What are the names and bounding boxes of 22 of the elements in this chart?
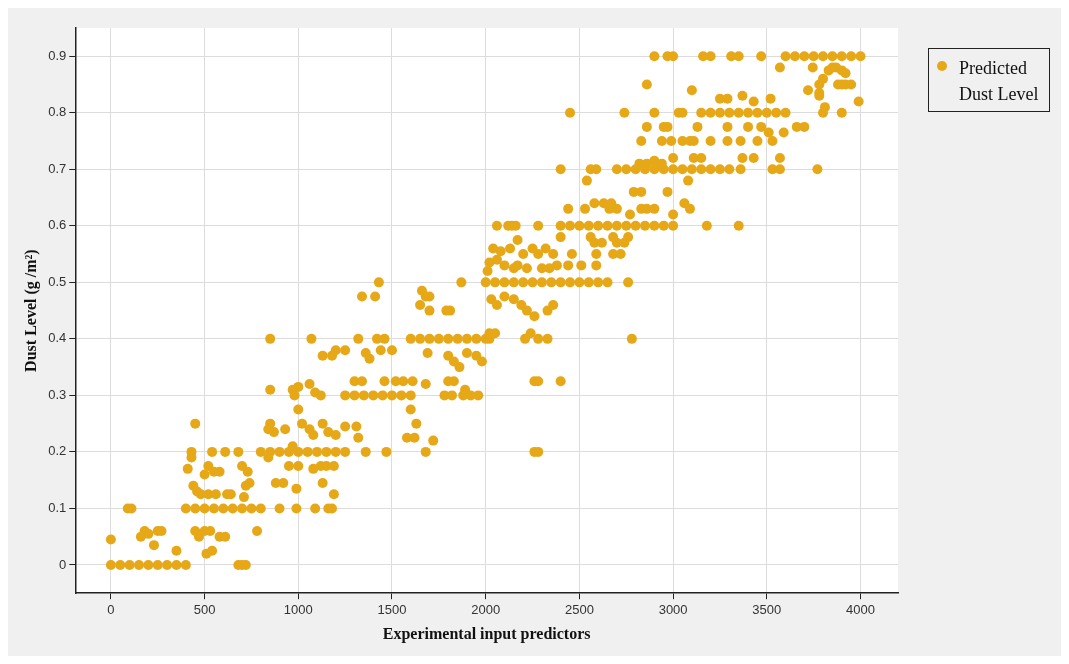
- y-tick-label: 0.8: [48, 104, 67, 120]
- y-tick-label: 0.6: [48, 217, 67, 233]
- x-tick-label: 500: [193, 601, 216, 617]
- y-tick-label: 0.3: [48, 386, 67, 402]
- x-tick-label: 4000: [846, 601, 875, 617]
- x-axis-title: Experimental input predictors: [382, 624, 591, 643]
- y-tick-label: 0: [59, 556, 67, 572]
- y-tick-label: 0.7: [48, 160, 67, 176]
- y-tick-label: 0.9: [48, 47, 67, 63]
- y-tick-label: 0.5: [48, 273, 67, 289]
- x-tick-label: 0: [107, 601, 115, 617]
- x-tick-label: 2000: [471, 601, 501, 617]
- y-tick-label: 0.2: [48, 443, 67, 459]
- legend-label: Predicted Dust Level: [959, 57, 1039, 106]
- x-tick-label: 3000: [658, 601, 688, 617]
- x-tick-label: 1000: [283, 601, 313, 617]
- x-tick-label: 1500: [377, 601, 407, 617]
- y-tick-label: 0.1: [48, 500, 67, 515]
- x-tick-label: 2500: [564, 601, 594, 617]
- y-axis-title: Dust Level (g /m²): [21, 249, 40, 372]
- x-tick-label: 3500: [752, 601, 782, 617]
- y-tick-label: 0.4: [48, 330, 67, 346]
